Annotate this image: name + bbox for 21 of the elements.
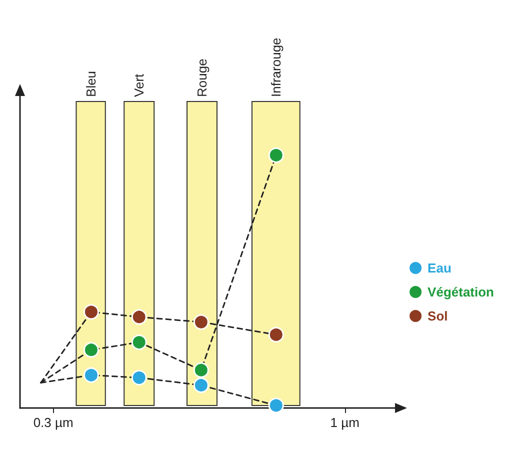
point xyxy=(83,367,99,383)
band-label: Bleu xyxy=(83,70,98,97)
x-tick-label: 1 µm xyxy=(330,415,360,430)
x-tick-label: 0.3 µm xyxy=(33,415,74,430)
point xyxy=(131,370,147,386)
legend-label: Eau xyxy=(428,260,452,276)
point xyxy=(83,342,99,358)
point xyxy=(131,334,147,350)
point xyxy=(131,309,147,325)
point xyxy=(193,314,209,330)
point xyxy=(83,304,99,320)
point xyxy=(193,378,209,393)
point xyxy=(268,398,284,414)
legend-label: Végétation xyxy=(428,284,494,300)
legend-label: Sol xyxy=(428,308,448,324)
band-label: Rouge xyxy=(194,58,210,97)
band-label: Vert xyxy=(132,73,147,97)
point xyxy=(193,362,209,378)
band-label: Infrarouge xyxy=(268,38,284,97)
point xyxy=(268,326,284,342)
point xyxy=(268,147,284,163)
